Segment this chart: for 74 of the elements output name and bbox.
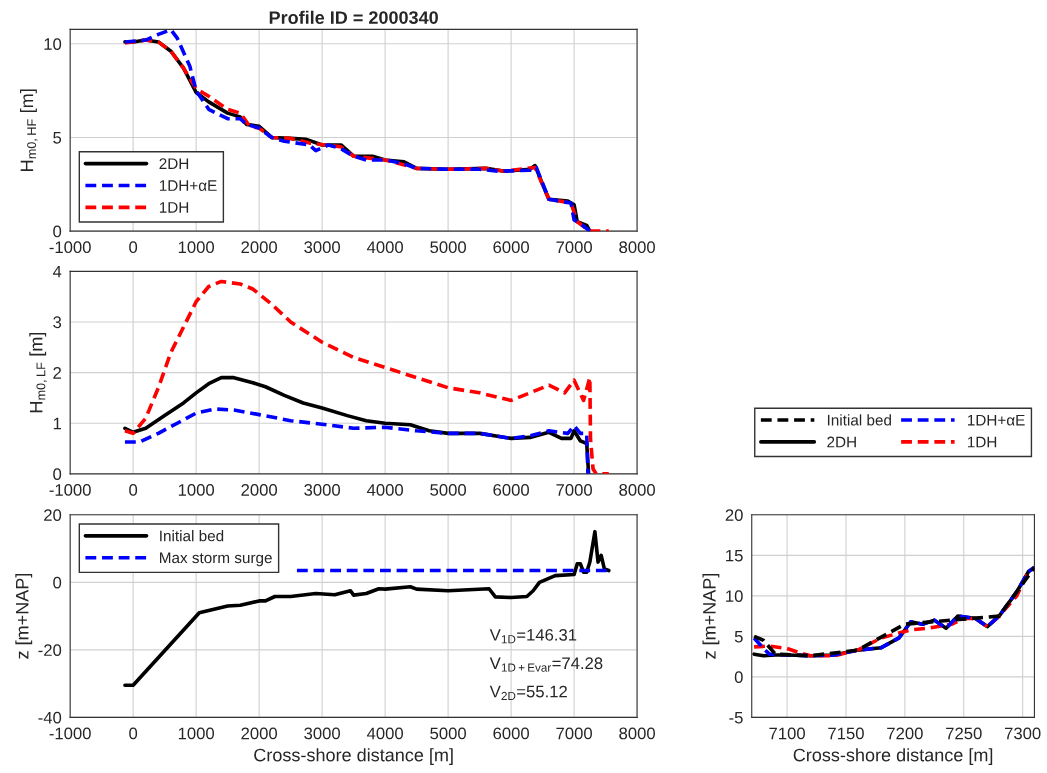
x-tick-label: 0 <box>129 241 138 254</box>
annotation: V$_{1D}$=146.31 <box>489 628 577 644</box>
x-tick-label: 7300 <box>1004 727 1041 740</box>
y-axis-title: H$_{m0,LF}$ [m] <box>29 332 47 413</box>
y-tick-label: 15 <box>726 549 743 562</box>
y-tick-label: 0 <box>734 671 743 684</box>
x-tick-label: 5000 <box>430 484 466 496</box>
y-tick-label: 10 <box>44 38 62 50</box>
y-axis-title: z [m+NAP] <box>702 573 720 659</box>
legend-label: 1DH <box>967 436 997 448</box>
x-axis-title: Cross-shore distance [m] <box>254 748 453 765</box>
x-tick-label: 3000 <box>304 484 341 496</box>
legend-label: 2DH <box>827 436 856 448</box>
legend-label: 1DH <box>159 202 189 213</box>
x-tick-label: 7100 <box>769 727 805 740</box>
line-series <box>123 407 590 474</box>
x-tick-label: 4000 <box>366 484 404 496</box>
legend-label: 1DH+αE <box>967 414 1025 426</box>
y-tick-label: 3 <box>53 316 62 329</box>
x-tick-label: 1000 <box>178 727 215 740</box>
y-axis-title: H$_{m0,HF}$ [m] <box>20 89 38 171</box>
x-tick-label: 2000 <box>241 727 278 740</box>
x-axis-title: Cross-shore distance [m] <box>793 748 993 765</box>
legend-label: 1DH+αE <box>159 180 217 191</box>
legend-label: Initial bed <box>160 530 224 542</box>
line-series <box>123 279 611 474</box>
x-tick-label: -1000 <box>49 727 91 740</box>
x-tick-label: 1000 <box>178 484 215 496</box>
x-tick-label: 6000 <box>493 484 529 496</box>
chart-title: Profile ID = 2000340 <box>269 10 438 25</box>
x-tick-label: 2000 <box>241 484 278 496</box>
y-tick-label: 0 <box>53 225 62 238</box>
y-tick-label: 4 <box>52 265 62 278</box>
x-tick-label: 2000 <box>241 241 278 254</box>
y-tick-label: 0 <box>53 468 62 481</box>
y-tick-label: -5 <box>729 711 743 724</box>
x-tick-label: -1000 <box>49 241 91 254</box>
y-tick-label: -40 <box>38 711 62 724</box>
y-tick-label: 10 <box>726 590 743 603</box>
y-axis-title: z [m+NAP] <box>15 573 33 659</box>
legend-label: 2DH <box>159 158 189 169</box>
x-tick-label: 7200 <box>887 727 923 740</box>
x-tick-label: 8000 <box>619 484 655 496</box>
x-tick-label: 7250 <box>946 727 982 740</box>
annotation: V$_{1D+Evar}$=74.28 <box>489 657 603 672</box>
y-tick-label: 5 <box>734 630 743 643</box>
y-tick-label: 2 <box>53 366 61 379</box>
x-tick-label: 6000 <box>493 727 529 740</box>
x-tick-label: 7000 <box>556 241 592 254</box>
y-tick-label: 20 <box>725 509 743 522</box>
x-tick-label: 1000 <box>178 241 215 254</box>
x-tick-label: 7000 <box>556 727 592 740</box>
y-tick-label: 5 <box>53 132 62 144</box>
y-tick-label: 1 <box>53 417 61 430</box>
x-tick-label: 7000 <box>556 484 592 496</box>
x-tick-label: -1000 <box>49 484 91 496</box>
x-tick-label: 4000 <box>366 727 404 740</box>
x-tick-label: 7150 <box>828 727 864 740</box>
x-tick-label: 3000 <box>304 241 341 254</box>
legend-label: Max storm surge <box>160 552 272 567</box>
x-tick-label: 6000 <box>493 241 529 254</box>
y-tick-label: 0 <box>53 576 62 589</box>
x-tick-label: 4000 <box>366 241 404 254</box>
x-tick-label: 0 <box>129 727 138 740</box>
x-tick-label: 3000 <box>304 727 341 740</box>
x-tick-label: 5000 <box>430 727 466 740</box>
y-tick-label: -20 <box>38 644 62 657</box>
y-tick-label: 20 <box>44 509 62 522</box>
legend-label: Initial bed <box>827 414 891 426</box>
x-tick-label: 5000 <box>430 241 466 254</box>
annotation: V$_{2D}$=55.12 <box>489 685 567 700</box>
x-tick-label: 8000 <box>619 727 655 740</box>
x-tick-label: 0 <box>129 484 138 496</box>
x-tick-label: 8000 <box>619 241 655 254</box>
